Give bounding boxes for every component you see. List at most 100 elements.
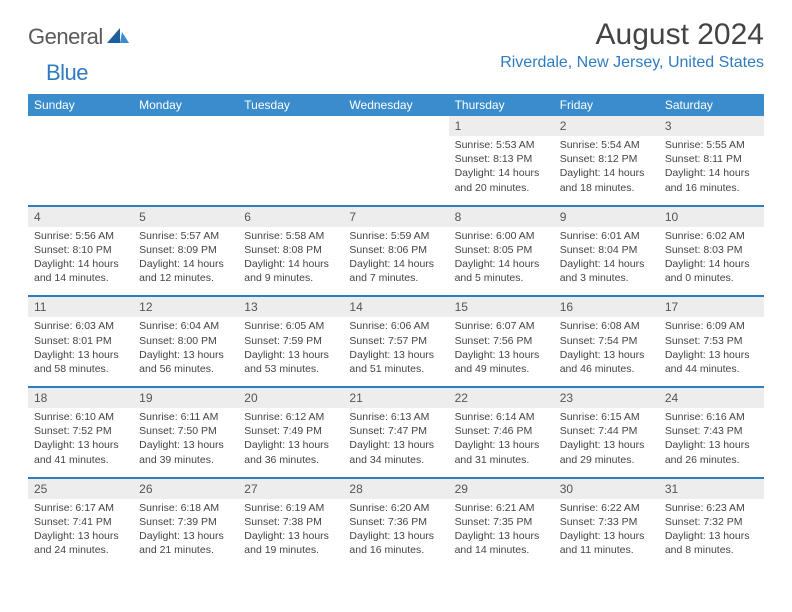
sunrise-text: Sunrise: 6:09 AM (665, 319, 758, 333)
sunset-text: Sunset: 7:41 PM (34, 515, 127, 529)
sunrise-text: Sunrise: 6:17 AM (34, 501, 127, 515)
sunset-text: Sunset: 7:44 PM (560, 424, 653, 438)
day-number-cell: 22 (449, 388, 554, 408)
sunrise-text: Sunrise: 5:56 AM (34, 229, 127, 243)
day-detail-cell: Sunrise: 5:56 AMSunset: 8:10 PMDaylight:… (28, 227, 133, 297)
sunset-text: Sunset: 7:52 PM (34, 424, 127, 438)
day-detail-cell: Sunrise: 6:14 AMSunset: 7:46 PMDaylight:… (449, 408, 554, 478)
daylight-text: Daylight: 14 hours (665, 257, 758, 271)
daylight-text: Daylight: 13 hours (665, 529, 758, 543)
sunrise-text: Sunrise: 6:18 AM (139, 501, 232, 515)
sunset-text: Sunset: 8:08 PM (244, 243, 337, 257)
day-detail-cell: Sunrise: 6:12 AMSunset: 7:49 PMDaylight:… (238, 408, 343, 478)
sunset-text: Sunset: 8:09 PM (139, 243, 232, 257)
sunrise-text: Sunrise: 6:20 AM (349, 501, 442, 515)
day-detail-cell: Sunrise: 6:20 AMSunset: 7:36 PMDaylight:… (343, 499, 448, 568)
day-number-cell: 15 (449, 297, 554, 317)
sunset-text: Sunset: 8:11 PM (665, 152, 758, 166)
daylight-text: Daylight: 13 hours (349, 529, 442, 543)
weekday-header: Tuesday (238, 94, 343, 116)
day-detail-row: Sunrise: 6:17 AMSunset: 7:41 PM Daylight:… (28, 499, 764, 568)
daylight-text: Daylight: 14 hours (665, 166, 758, 180)
day-number-cell: 14 (343, 297, 448, 317)
day-detail-cell: Sunrise: 6:15 AMSunset: 7:44 PMDaylight:… (554, 408, 659, 478)
logo-sail-icon (107, 26, 129, 49)
day-number-cell: 3 (659, 116, 764, 136)
daylight-text: and 14 minutes. (455, 543, 548, 557)
daylight-text: and 0 minutes. (665, 271, 758, 285)
daylight-text: Daylight: 13 hours (34, 348, 127, 362)
daylight-text: and 11 minutes. (560, 543, 653, 557)
daylight-text: Daylight: 13 hours (139, 348, 232, 362)
sunset-text: Sunset: 7:38 PM (244, 515, 337, 529)
sunrise-text: Sunrise: 5:55 AM (665, 138, 758, 152)
sunset-text: Sunset: 7:47 PM (349, 424, 442, 438)
sunset-text: Sunset: 7:59 PM (244, 334, 337, 348)
sunrise-text: Sunrise: 6:11 AM (139, 410, 232, 424)
day-number-cell: 28 (343, 479, 448, 499)
daylight-text: Daylight: 14 hours (560, 257, 653, 271)
daylight-text: Daylight: 14 hours (560, 166, 653, 180)
daylight-text: Daylight: 14 hours (244, 257, 337, 271)
daylight-text: and 26 minutes. (665, 453, 758, 467)
daylight-text: and 5 minutes. (455, 271, 548, 285)
day-number-cell: 8 (449, 207, 554, 227)
day-number-cell (238, 116, 343, 136)
sunset-text: Sunset: 7:50 PM (139, 424, 232, 438)
sunrise-text: Sunrise: 6:14 AM (455, 410, 548, 424)
daylight-text: Daylight: 13 hours (244, 529, 337, 543)
day-number-cell: 23 (554, 388, 659, 408)
sunrise-text: Sunrise: 6:12 AM (244, 410, 337, 424)
sunrise-text: Sunrise: 6:15 AM (560, 410, 653, 424)
day-detail-row: Sunrise: 5:56 AMSunset: 8:10 PMDaylight:… (28, 227, 764, 297)
sunrise-text: Sunrise: 6:01 AM (560, 229, 653, 243)
daylight-text: Daylight: 13 hours (560, 529, 653, 543)
weekday-header: Sunday (28, 94, 133, 116)
sunset-text: Sunset: 7:49 PM (244, 424, 337, 438)
day-detail-cell: Sunrise: 5:57 AMSunset: 8:09 PMDaylight:… (133, 227, 238, 297)
daylight-text: and 9 minutes. (244, 271, 337, 285)
sunrise-text: Sunrise: 6:22 AM (560, 501, 653, 515)
day-number-cell: 13 (238, 297, 343, 317)
day-detail-cell (238, 136, 343, 206)
day-detail-cell: Sunrise: 6:05 AMSunset: 7:59 PMDaylight:… (238, 317, 343, 387)
daylight-text: and 7 minutes. (349, 271, 442, 285)
day-detail-cell (28, 136, 133, 206)
day-detail-cell (133, 136, 238, 206)
sunset-text: Sunset: 8:01 PM (34, 334, 127, 348)
day-detail-cell: Sunrise: 5:55 AMSunset: 8:11 PMDaylight:… (659, 136, 764, 206)
sunset-text: Sunset: 8:13 PM (455, 152, 548, 166)
daylight-text: and 46 minutes. (560, 362, 653, 376)
day-detail-cell: Sunrise: 6:01 AMSunset: 8:04 PMDaylight:… (554, 227, 659, 297)
day-number-cell: 24 (659, 388, 764, 408)
daylight-text: and 24 minutes. (34, 543, 127, 557)
day-number-cell (343, 116, 448, 136)
daylight-text: and 51 minutes. (349, 362, 442, 376)
day-number-cell (133, 116, 238, 136)
daylight-text: and 12 minutes. (139, 271, 232, 285)
sunrise-text: Sunrise: 5:57 AM (139, 229, 232, 243)
daylight-text: Daylight: 13 hours (665, 348, 758, 362)
sunrise-text: Sunrise: 6:04 AM (139, 319, 232, 333)
weekday-header: Wednesday (343, 94, 448, 116)
sunset-text: Sunset: 7:56 PM (455, 334, 548, 348)
sunset-text: Sunset: 7:35 PM (455, 515, 548, 529)
month-title: August 2024 (500, 18, 764, 52)
sunrise-text: Sunrise: 6:21 AM (455, 501, 548, 515)
sunrise-text: Sunrise: 6:02 AM (665, 229, 758, 243)
daylight-text: and 58 minutes. (34, 362, 127, 376)
daylight-text: Daylight: 13 hours (560, 348, 653, 362)
sunrise-text: Sunrise: 5:59 AM (349, 229, 442, 243)
daylight-text: and 36 minutes. (244, 453, 337, 467)
day-number-cell: 11 (28, 297, 133, 317)
day-number-cell: 27 (238, 479, 343, 499)
daylight-text: Daylight: 14 hours (455, 166, 548, 180)
sunrise-text: Sunrise: 6:03 AM (34, 319, 127, 333)
sunset-text: Sunset: 8:12 PM (560, 152, 653, 166)
day-number-row: 25262728293031 (28, 479, 764, 499)
sunset-text: Sunset: 8:00 PM (139, 334, 232, 348)
day-number-cell: 18 (28, 388, 133, 408)
calendar-table: Sunday Monday Tuesday Wednesday Thursday… (28, 94, 764, 567)
daylight-text: and 19 minutes. (244, 543, 337, 557)
daylight-text: Daylight: 13 hours (349, 348, 442, 362)
